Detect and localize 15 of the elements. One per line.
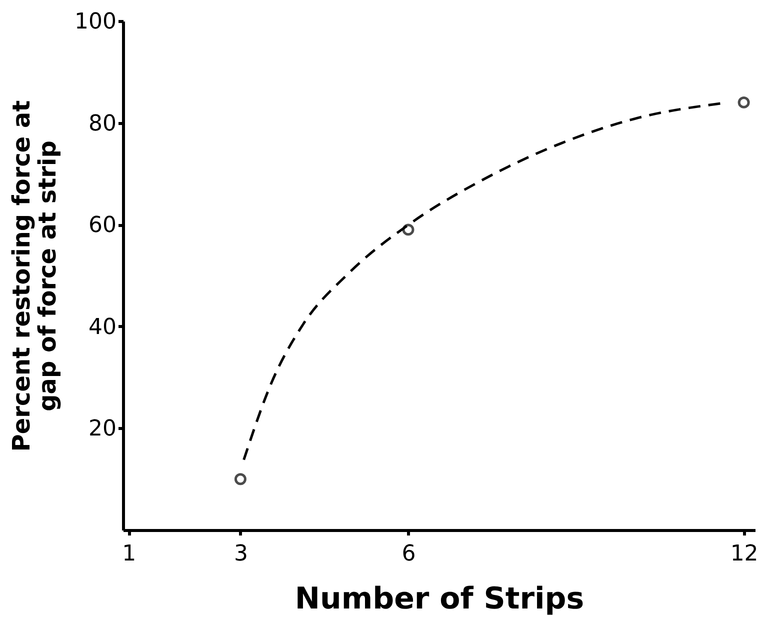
x-axis-title: Number of Strips (294, 582, 584, 616)
point (738, 96, 750, 108)
x-tick-label: 3 (234, 542, 248, 566)
x-tick-label: 6 (402, 542, 416, 566)
line-series (242, 102, 722, 462)
y-tick-label: 60 (88, 213, 116, 238)
x-tick-label: 12 (730, 542, 758, 566)
point (234, 473, 246, 486)
y-tick-label: 80 (88, 111, 116, 136)
y-axis-title: Percent restoring force at gap of force at strip (8, 100, 62, 452)
x-tick-label: 1 (122, 542, 136, 566)
y-tick-label: 40 (88, 314, 116, 340)
y-tick-label: 20 (88, 416, 116, 442)
point (402, 224, 414, 236)
y-tick-label: 100 (74, 10, 116, 34)
